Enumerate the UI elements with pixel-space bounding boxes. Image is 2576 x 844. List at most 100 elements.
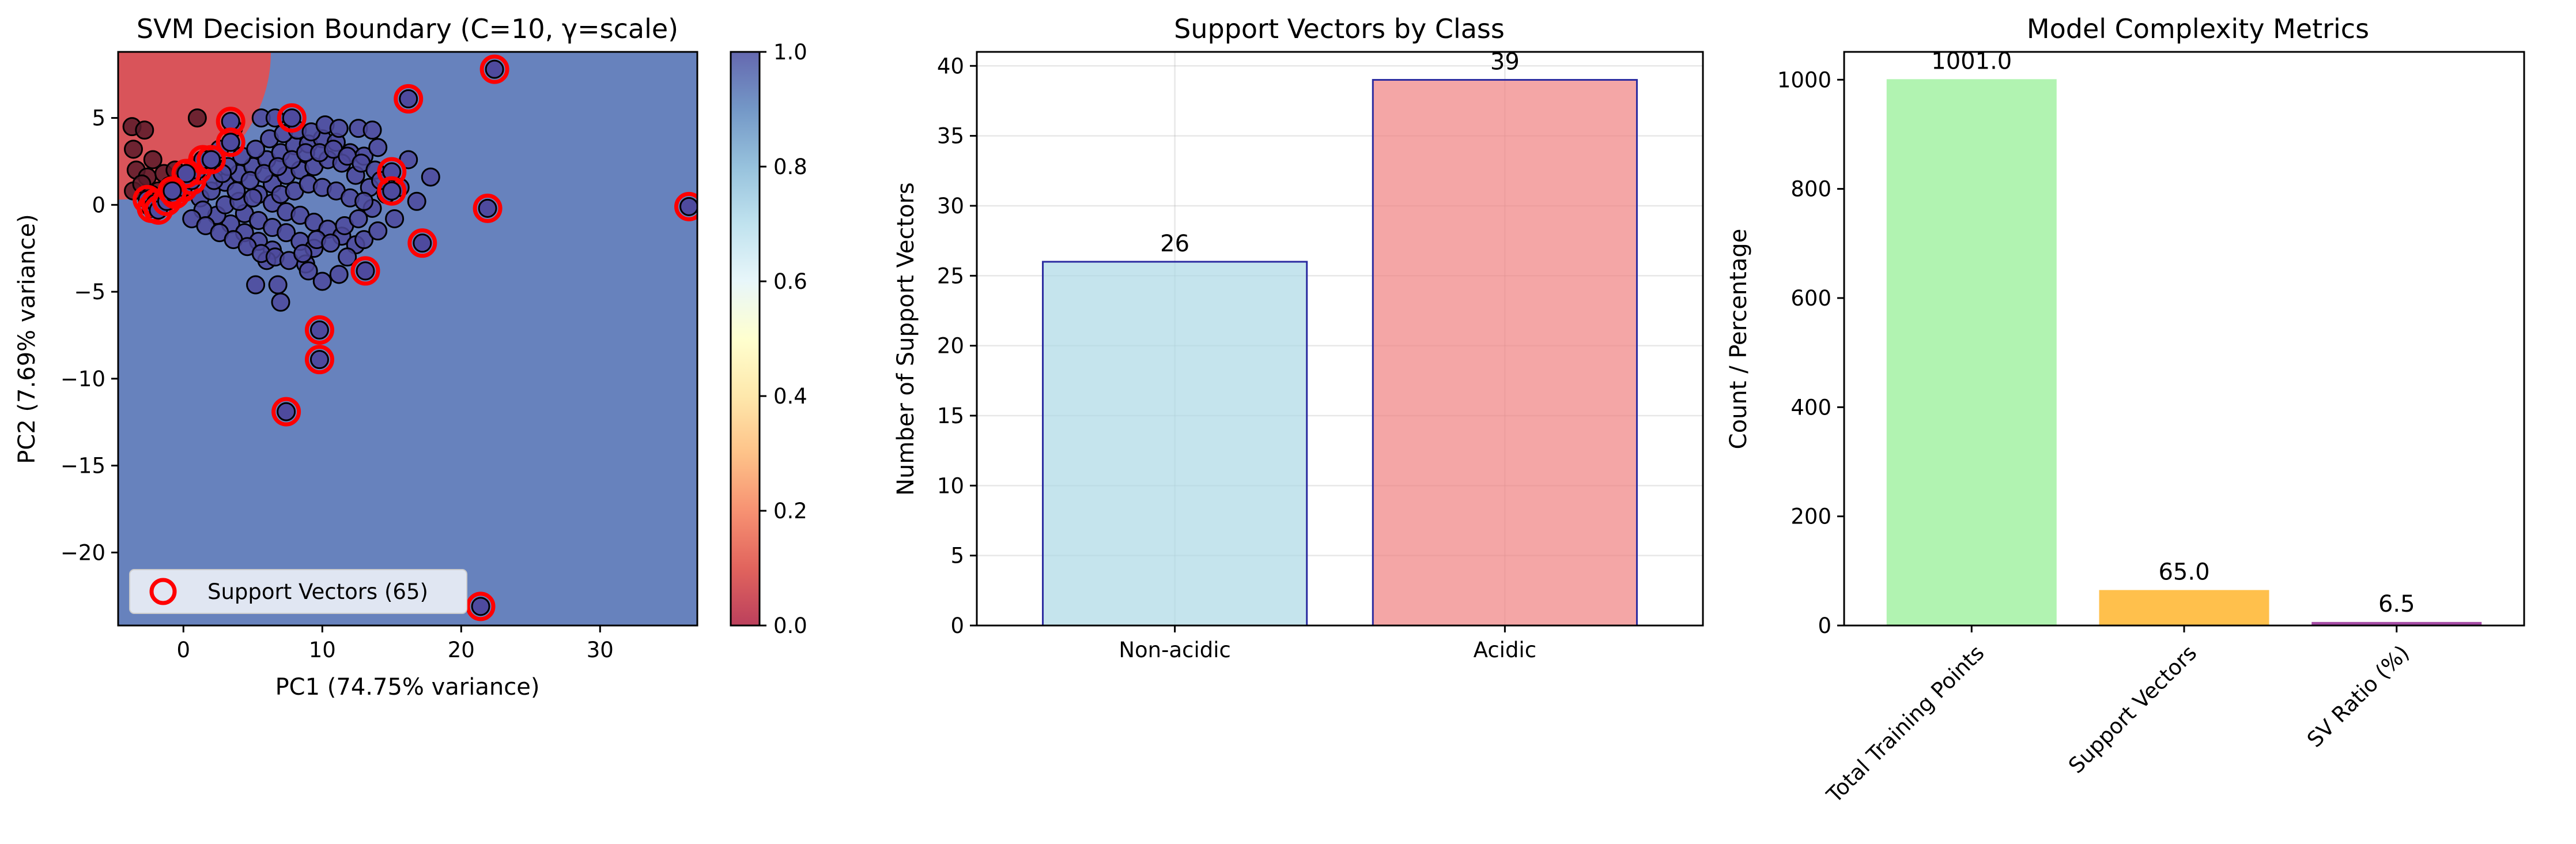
support-vector-point: [382, 181, 402, 201]
support-vector-point: [282, 108, 301, 128]
panel-support-vectors-by-class: Support Vectors by Class 26 39 Non-acidic…: [893, 13, 1704, 662]
scatter-point: [124, 140, 143, 159]
y-tick-label: 400: [1791, 395, 1831, 420]
y-tick-label: 15: [937, 404, 964, 428]
scatter-points: [122, 108, 440, 312]
scatter-point: [243, 188, 263, 208]
scatter-point: [321, 233, 341, 253]
y-tick-label: 20: [937, 334, 964, 359]
support-vector-ring: [157, 176, 187, 206]
panel3-y-ticks: 0 200 400 600 800 1000: [1777, 67, 1844, 638]
panel1-frame: [117, 51, 698, 627]
support-vector-ring: [394, 84, 424, 114]
scatter-point: [226, 181, 246, 201]
panel-decision-boundary: SVM Decision Boundary (C=10, γ=scale) 0 1…: [14, 13, 807, 700]
bar-sv-ratio: [2311, 621, 2482, 626]
y-tick-label: 800: [1791, 177, 1831, 202]
scatter-point: [277, 223, 296, 243]
scatter-point: [299, 261, 318, 281]
scatter-point: [268, 275, 288, 295]
support-vector-point: [221, 112, 240, 131]
support-vector-ring: [377, 176, 407, 206]
y-tick-label: 30: [937, 194, 964, 218]
y-tick-label: 1000: [1777, 67, 1831, 92]
support-vector-point: [679, 197, 697, 216]
legend-support-vector-marker: [149, 578, 177, 605]
panel1-x-label: PC1 (74.75% variance): [275, 674, 540, 700]
colorbar-frame: [730, 51, 761, 627]
legend-label: Support Vectors (65): [207, 579, 428, 604]
support-vector-point: [356, 261, 375, 281]
y-tick-label: 25: [937, 263, 964, 288]
x-tick-label: 0: [176, 638, 190, 662]
y-tick-label: 0: [92, 193, 105, 217]
support-vector-ring: [350, 256, 380, 286]
scatter-point: [338, 247, 357, 267]
support-vector-ring: [473, 193, 503, 223]
support-vector-ring: [277, 103, 307, 133]
panel3-x-ticks: Total Training Points Support Vectors SV R…: [1822, 626, 2414, 808]
y-tick-label: −5: [74, 280, 105, 304]
x-tick-label: Total Training Points: [1822, 640, 1989, 808]
y-tick-label: −15: [61, 454, 105, 478]
support-vector-point: [471, 597, 490, 616]
scatter-point: [362, 120, 382, 140]
support-vector-ring: [304, 315, 334, 345]
bar-total-training-points: [1886, 79, 2057, 626]
colorbar-tick-label: 0.2: [773, 499, 807, 523]
bar-value-label: 65.0: [2158, 559, 2209, 585]
panel2-frame: [976, 51, 1704, 627]
support-vector-ring: [479, 54, 509, 84]
bar-value-label: 26: [1160, 231, 1189, 257]
bar-support-vectors: [2099, 590, 2269, 626]
scatter-point: [293, 244, 313, 263]
scatter-point: [354, 191, 374, 211]
support-vector-point: [382, 162, 402, 182]
scatter-point: [329, 265, 349, 284]
support-vector-ring: [407, 228, 437, 258]
colorbar-tick-label: 0.8: [773, 155, 807, 179]
support-vector-point: [201, 150, 221, 169]
colorbar-ticks: 0.0 0.2 0.4 0.6 0.8 1.0: [760, 40, 807, 638]
bar-acidic: [1372, 79, 1638, 627]
scatter-point: [271, 292, 290, 312]
colorbar-tick-label: 0.0: [773, 613, 807, 638]
scatter-point: [368, 138, 388, 157]
scatter-point: [349, 209, 368, 228]
panel2-bars: 26 39: [1042, 49, 1638, 627]
panel2-y-ticks: 0 5 10 15 20 25 30 35 40: [937, 54, 977, 638]
y-tick-label: −10: [61, 367, 105, 391]
scatter-point: [329, 119, 349, 138]
scatter-point: [421, 167, 440, 187]
panel1-y-ticks: −20 −15 −10 −5 0 5: [61, 106, 118, 565]
panel3-bars: 1001.065.06.5: [1886, 48, 2482, 626]
x-tick-label: 30: [587, 638, 614, 662]
support-vector-rings: [133, 54, 697, 621]
panel2-title: Support Vectors by Class: [1174, 13, 1505, 44]
scatter-point: [407, 191, 426, 211]
support-vector-ring: [196, 145, 226, 175]
support-vector-ring: [271, 397, 301, 427]
panel3-y-label: Count / Percentage: [1725, 229, 1752, 450]
scatter-point: [246, 140, 266, 159]
y-tick-label: 40: [937, 54, 964, 78]
y-tick-label: 5: [92, 106, 105, 131]
y-tick-label: 5: [950, 544, 964, 568]
y-tick-label: 0: [950, 613, 964, 638]
legend-box: [129, 569, 467, 614]
bar-non-acidic: [1042, 261, 1308, 627]
support-vector-ring: [466, 591, 496, 621]
bar-value-label: 39: [1490, 49, 1520, 76]
scatter-point: [354, 230, 374, 250]
support-vector-point: [309, 350, 329, 370]
panel-model-complexity: Model Complexity Metrics 1001.065.06.5 T…: [1725, 13, 2525, 808]
panel2-x-ticks: Non-acidic Acidic: [1119, 626, 1536, 662]
support-vector-ring: [674, 191, 697, 221]
support-vector-point: [399, 89, 418, 108]
panel1-y-label: PC2 (7.69% variance): [14, 214, 40, 464]
x-tick-label: SV Ratio (%): [2302, 640, 2414, 752]
scatter-point: [312, 272, 332, 291]
scatter-point: [385, 209, 405, 228]
bar-value-label: 6.5: [2378, 591, 2415, 617]
